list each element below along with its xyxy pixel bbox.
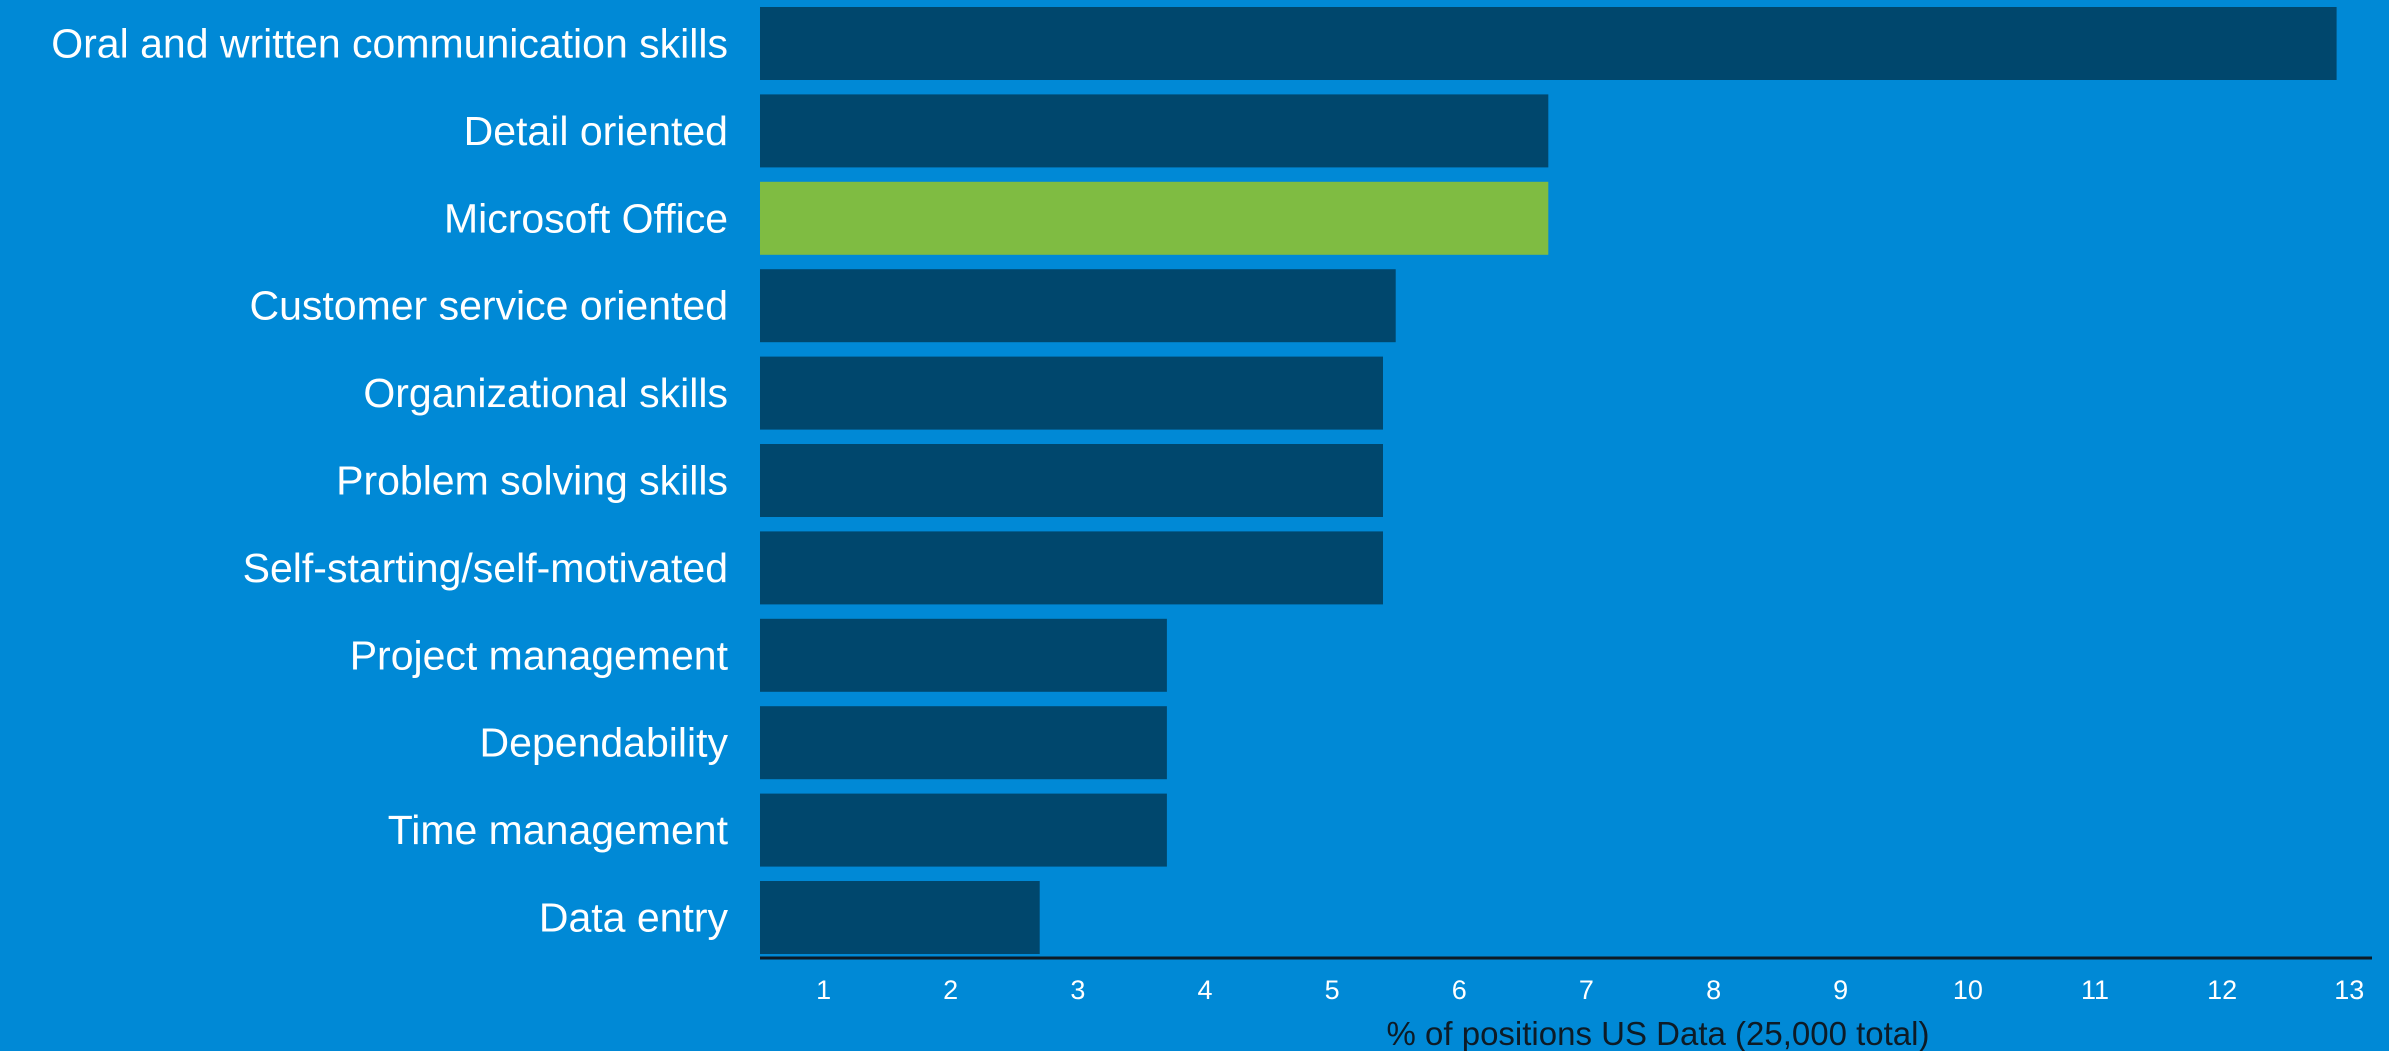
- x-tick-label: 11: [2081, 975, 2109, 1005]
- category-label: Organizational skills: [363, 370, 728, 416]
- x-tick-label: 6: [1452, 975, 1467, 1005]
- bar-7: [760, 618, 1167, 692]
- category-label: Customer service oriented: [249, 283, 728, 329]
- bar-9: [760, 793, 1167, 867]
- category-label: Project management: [350, 632, 729, 678]
- category-label: Detail oriented: [464, 108, 728, 154]
- x-tick-label: 13: [2334, 975, 2364, 1005]
- x-tick-label: 8: [1706, 975, 1721, 1005]
- category-label: Dependability: [480, 720, 729, 766]
- x-axis-title: % of positions US Data (25,000 total): [1387, 1015, 1930, 1051]
- x-tick-label: 4: [1197, 975, 1212, 1005]
- x-tick-label: 5: [1325, 975, 1340, 1005]
- category-label: Data entry: [539, 895, 729, 941]
- category-labels: Oral and written communication skills Det…: [51, 21, 728, 941]
- bar-6: [760, 531, 1383, 605]
- bar-8: [760, 706, 1167, 780]
- x-tick-label: 2: [943, 975, 958, 1005]
- bar-0: [760, 7, 2337, 80]
- bar-10: [760, 881, 1040, 954]
- category-label: Self-starting/self-motivated: [243, 545, 728, 591]
- bars: [760, 7, 2337, 954]
- bar-4: [760, 356, 1383, 430]
- category-label: Time management: [388, 807, 729, 853]
- x-tick-label: 12: [2207, 975, 2237, 1005]
- bar-2: [760, 181, 1549, 255]
- bar-1: [760, 94, 1549, 168]
- x-tick-label: 9: [1833, 975, 1848, 1005]
- x-tick-label: 1: [816, 975, 831, 1005]
- x-tick-label: 7: [1579, 975, 1594, 1005]
- category-label: Problem solving skills: [336, 458, 728, 504]
- x-tick-label: 3: [1070, 975, 1085, 1005]
- bar-3: [760, 269, 1396, 343]
- category-label: Microsoft Office: [444, 195, 728, 241]
- x-tick-labels: 1 2 3 4 5 6 7 8 9 10 11 12 13: [816, 975, 2364, 1005]
- bar-5: [760, 444, 1383, 517]
- category-label: Oral and written communication skills: [51, 21, 728, 67]
- x-tick-label: 10: [1953, 975, 1983, 1005]
